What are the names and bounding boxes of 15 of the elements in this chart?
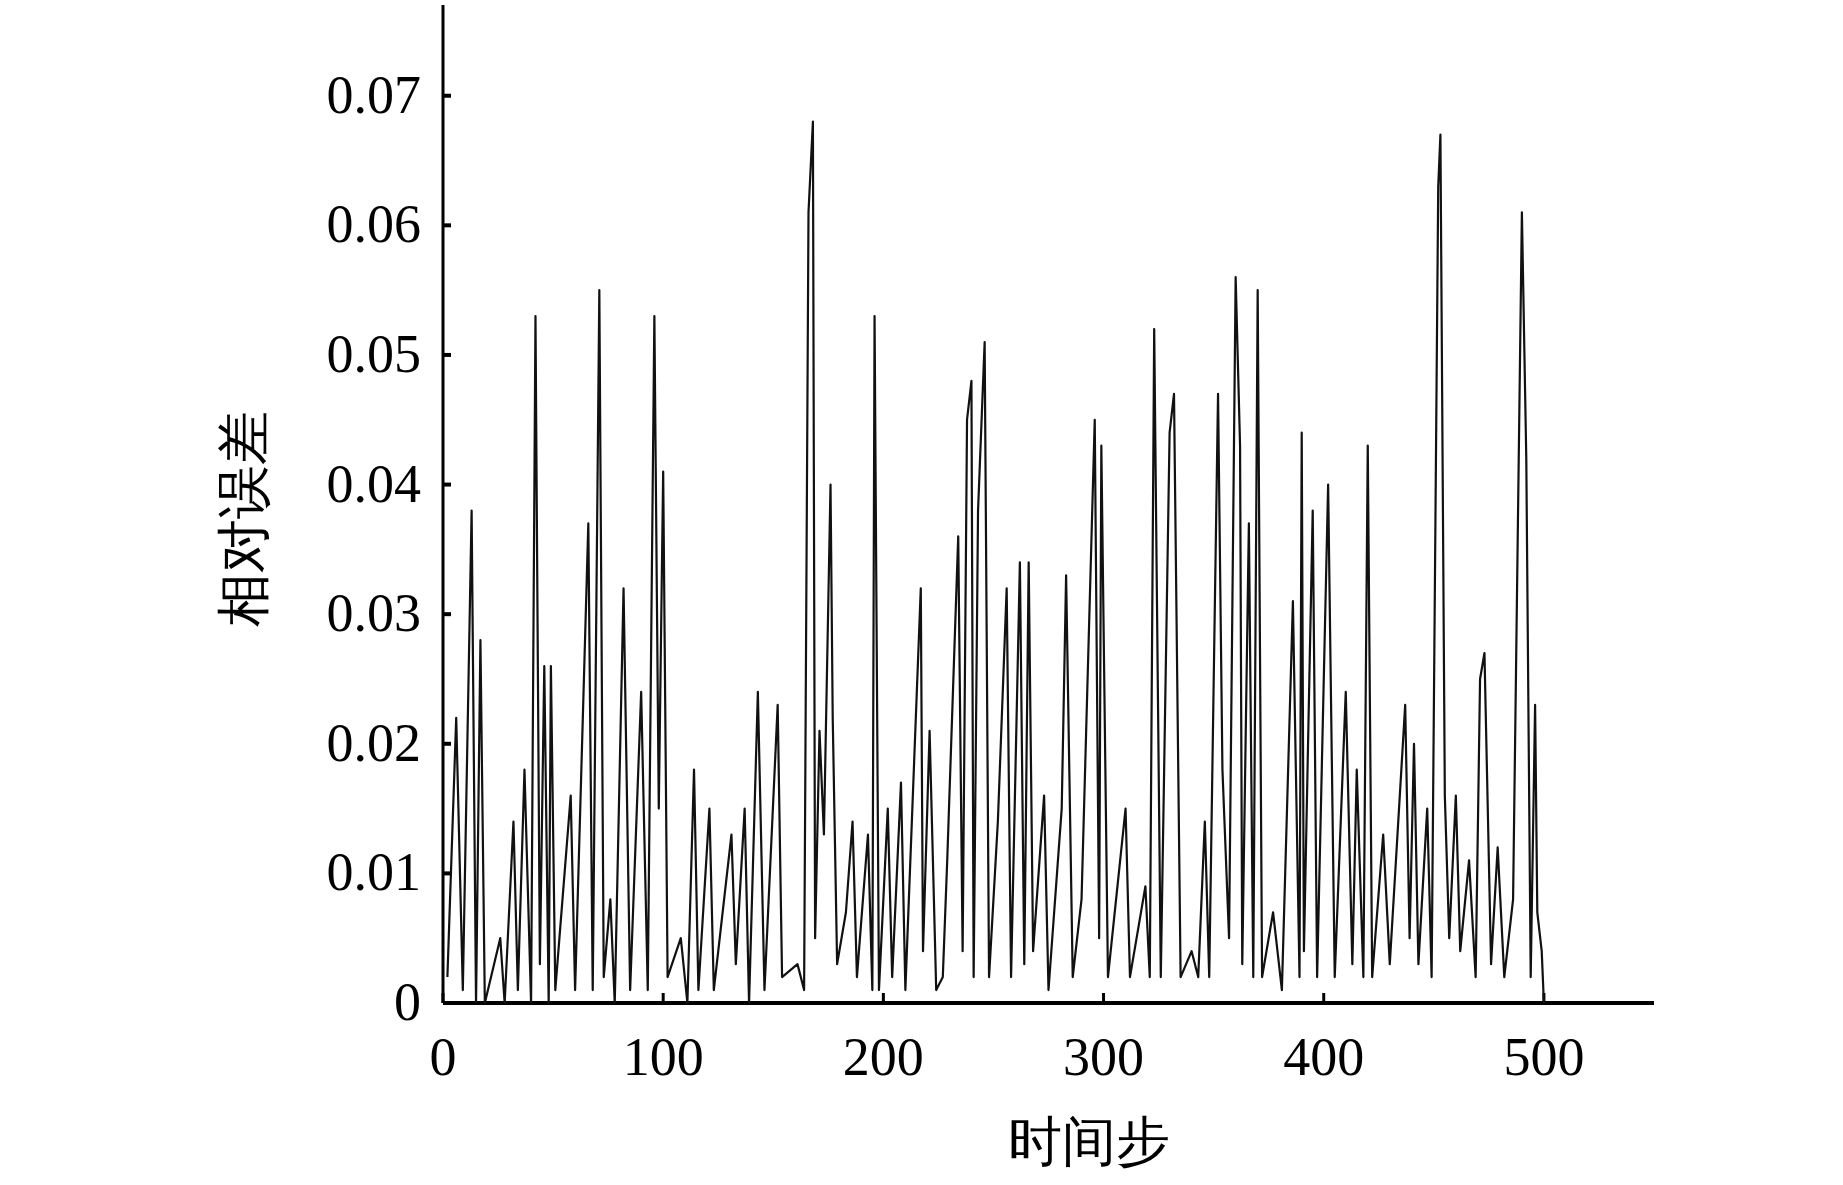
y-tick-label: 0.04 (326, 453, 421, 514)
y-tick-label: 0 (394, 972, 421, 1032)
y-tick-label: 0.05 (326, 323, 421, 384)
y-tick-label: 0.03 (326, 583, 421, 644)
y-axis-title: 相对误差 (212, 411, 275, 627)
x-tick-label: 500 (1503, 1027, 1585, 1087)
x-axis-title: 时间步 (1007, 1110, 1170, 1173)
x-tick-label: 400 (1283, 1027, 1365, 1087)
y-tick-label: 0.01 (326, 842, 421, 903)
y-tick-label: 0.02 (326, 712, 421, 773)
x-tick-label: 300 (1063, 1027, 1145, 1087)
y-tick-label: 0.06 (326, 194, 421, 255)
y-tick-label: 0.07 (326, 64, 421, 125)
x-tick-label: 100 (622, 1027, 704, 1087)
x-tick-label: 200 (842, 1027, 924, 1087)
